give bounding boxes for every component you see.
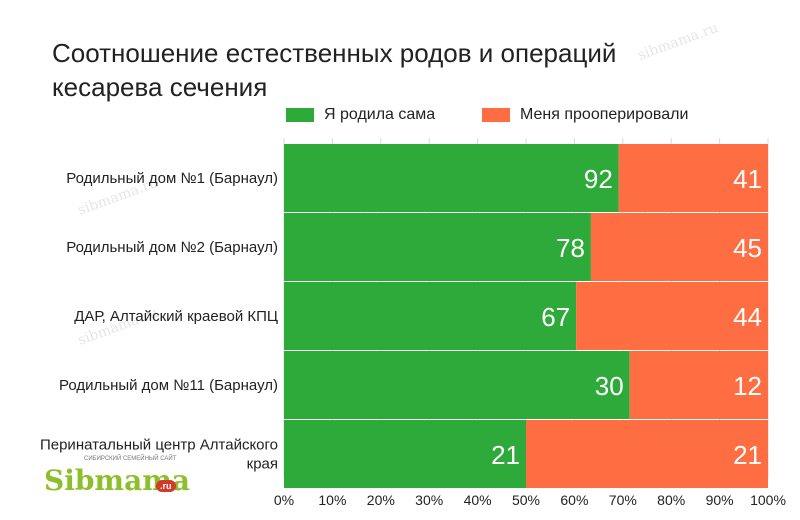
- bar-data-label: 41: [733, 164, 762, 194]
- x-tick-label: 40%: [464, 492, 492, 508]
- bar-segment-series-2: [526, 420, 768, 488]
- x-tick-label: 90%: [706, 492, 734, 508]
- x-tick-label: 30%: [415, 492, 443, 508]
- legend-swatch-series-1: [286, 108, 314, 122]
- bar-segment-series-2: [618, 144, 768, 212]
- bar-data-label: 78: [556, 233, 585, 263]
- chart-title: Соотношение естественных родов и операци…: [52, 38, 617, 102]
- category-label: Перинатальный центр Алтайского: [40, 437, 278, 454]
- bar-data-label: 45: [733, 233, 762, 263]
- legend-label-series-2: Меня прооперировали: [520, 106, 689, 123]
- bar-segment-series-1: [284, 213, 591, 281]
- x-tick-label: 0%: [274, 492, 294, 508]
- bar-data-label: 44: [733, 302, 762, 332]
- legend-item-series-1: Я родила сама: [286, 106, 435, 124]
- x-tick-label: 80%: [657, 492, 685, 508]
- legend-item-series-2: Меня прооперировали: [482, 106, 688, 124]
- bar-segment-series-2: [590, 213, 768, 281]
- bar-segment-series-1: [284, 144, 619, 212]
- category-label: ДАР, Алтайский краевой КПЦ: [74, 308, 278, 325]
- bar-data-label: 12: [733, 371, 762, 401]
- x-tick-label: 60%: [560, 492, 588, 508]
- sibmama-logo: СИБИРСКИЙ СЕМЕЙНЫЙ САЙТ Sibmama .ru: [44, 456, 190, 502]
- category-label: Родильный дом №11 (Барнаул): [59, 377, 278, 394]
- bar-data-label: 92: [584, 164, 613, 194]
- x-tick-label: 100%: [750, 492, 786, 508]
- logo-tagline: СИБИРСКИЙ СЕМЕЙНЫЙ САЙТ: [84, 456, 177, 462]
- x-tick-label: 20%: [367, 492, 395, 508]
- bar-data-label: 21: [733, 440, 762, 470]
- bar-data-label: 30: [595, 371, 624, 401]
- bar-segment-series-2: [629, 351, 768, 419]
- category-label: Родильный дом №1 (Барнаул): [66, 170, 278, 187]
- bar-segment-series-1: [284, 282, 577, 350]
- bar-segment-series-2: [576, 282, 768, 350]
- legend-swatch-series-2: [482, 108, 510, 122]
- category-label: Родильный дом №2 (Барнаул): [66, 239, 278, 256]
- bar-data-label: 21: [491, 440, 520, 470]
- x-tick-label: 70%: [609, 492, 637, 508]
- bar-data-label: 67: [541, 302, 570, 332]
- bar-segment-series-1: [284, 351, 630, 419]
- x-tick-label: 50%: [512, 492, 540, 508]
- logo-suffix: .ru: [156, 480, 176, 492]
- bar-segment-series-1: [284, 420, 526, 488]
- watermark-text: sibmama.ru: [636, 20, 720, 64]
- legend-label-series-1: Я родила сама: [324, 106, 436, 123]
- category-label: края: [247, 456, 278, 473]
- x-tick-label: 10%: [318, 492, 346, 508]
